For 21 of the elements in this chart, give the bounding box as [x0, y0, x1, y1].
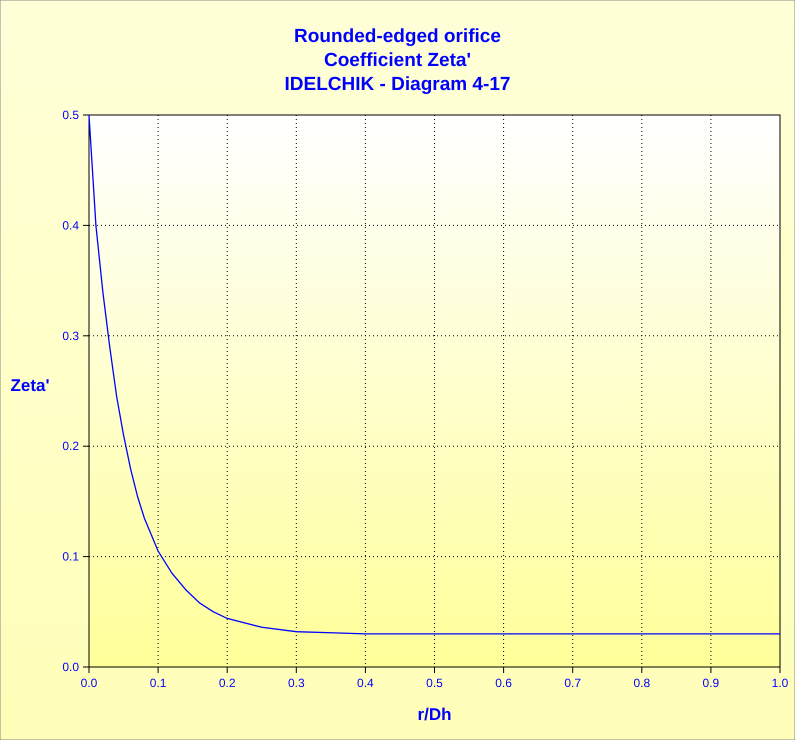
x-tick-label: 0.8	[633, 676, 650, 690]
y-tick-label: 0.3	[62, 328, 80, 343]
x-tick-label: 0.3	[288, 676, 305, 690]
chart-title: Rounded-edged orifice Coefficient Zeta' IDELCHIK - Diagram 4-17	[284, 26, 510, 95]
x-tick-label: 0.7	[564, 676, 582, 690]
x-tick-label: 0.9	[702, 676, 720, 690]
line-series	[88, 114, 781, 635]
y-tick-label: 0.2	[62, 439, 80, 454]
y-tick-label: 0.4	[62, 218, 80, 232]
x-tick-label: 0.6	[495, 676, 512, 690]
y-axis-title: Zeta'	[10, 376, 50, 395]
x-axis-title: r/Dh	[418, 705, 452, 724]
y-tick-label: 0.5	[62, 108, 80, 122]
x-tick-label: 0.5	[426, 676, 444, 690]
y-tick-label: 0.1	[62, 550, 80, 564]
y-tick-label: 0.0	[62, 660, 80, 674]
x-tick-label: 0.2	[218, 676, 236, 690]
x-tick-label: 0.4	[357, 676, 374, 690]
x-tick-label: 0.1	[150, 676, 167, 690]
x-tick-label: 0.0	[80, 676, 98, 690]
x-tick-label: 1.0	[772, 676, 789, 690]
